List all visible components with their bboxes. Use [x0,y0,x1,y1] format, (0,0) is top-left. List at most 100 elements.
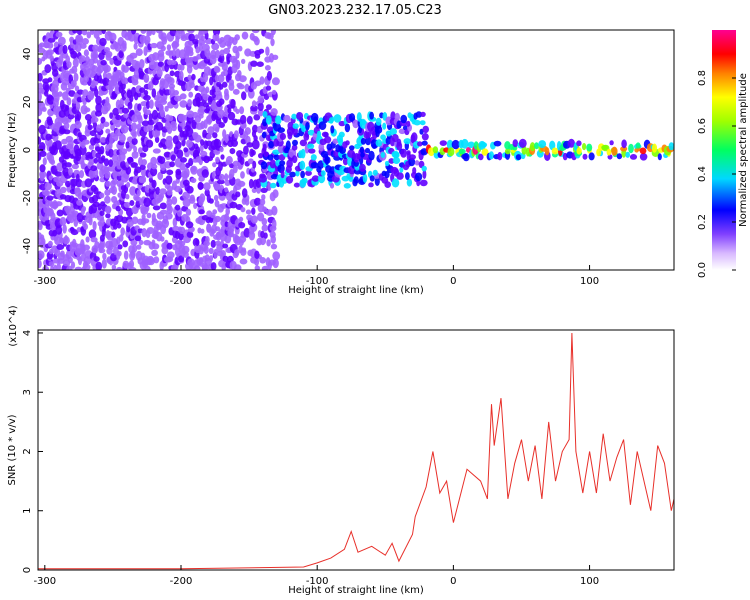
x-tick-label: -200 [170,276,193,287]
spectrogram-cell [193,202,198,209]
spectrogram-cell [629,154,638,160]
spectrogram-cell [142,218,150,224]
spectrogram-cell [221,81,228,88]
spectrogram-cell [70,229,79,236]
spectrogram-cell [257,108,264,117]
spectrogram-cell [219,146,224,153]
spectrogram-cell [59,116,67,123]
spectrogram-cell [115,205,121,212]
spectrogram-cell [73,72,79,82]
spectrogram-cell [239,258,248,265]
spectrogram-cell [260,161,268,170]
spectrogram-cell [412,167,417,174]
spectrogram-cell [188,91,194,98]
spectrogram-cell [112,154,119,163]
spectrogram-cell [214,33,220,42]
spectrogram-cell [344,123,351,133]
spectrogram-cell [86,31,92,39]
spectrogram-cell [421,140,428,146]
spectrogram-cell [103,158,110,167]
spectrogram-cell [416,179,421,187]
spectrogram-cell [246,142,254,148]
spectrogram-cell [364,147,371,154]
spectrogram-cell [253,197,262,206]
spectrogram-cell [135,250,143,261]
spectrogram-cell [140,204,147,214]
spectrogram-cell [194,134,202,143]
spectrogram-cell [191,119,197,129]
spectrogram-cell [272,258,279,269]
spectrogram-cell [225,207,230,216]
spectrogram-cell [46,42,54,49]
spectrogram-cell [479,142,488,148]
spectrogram-cell [111,179,118,185]
spectrogram-cell [99,136,107,143]
spectrogram-cell [220,250,226,258]
spectrogram-cell [134,110,141,117]
spectrogram-cell [446,139,454,150]
spectrogram-cell [46,95,55,105]
spectrogram-cell [134,235,142,242]
spectrogram-cell [272,189,279,199]
spectrogram-cell [38,82,43,90]
spectrogram-cell [75,101,81,111]
spectrogram-cell [291,113,297,120]
spectrogram-cell [139,164,146,170]
spectrogram-cell [80,160,86,170]
spectrogram-cell [227,111,236,121]
spectrogram-cell [133,42,138,50]
spectrogram-cell [380,134,386,140]
spectrogram-cell [240,171,245,179]
spectrogram-cell [111,231,116,238]
spectrogram-cell [121,107,130,114]
spectrogram-cell [368,150,375,161]
spectrogram-cell [40,234,45,242]
spectrogram-cell [42,265,49,270]
spectrogram-cell [249,170,257,177]
spectrogram-cell [194,34,199,40]
snr-frame [37,329,675,571]
spectrogram-cell [179,70,184,81]
spectrogram-cell [157,61,164,67]
spectrogram-cell [534,142,539,150]
spectrogram-cell [143,197,151,208]
spectrogram-cell [318,121,327,130]
spectrogram-cell [224,221,229,228]
spectrogram-cell [143,73,150,84]
spectrogram-cell [186,231,194,238]
spectrogram-cell [103,102,111,112]
spectrogram-cell [179,93,187,100]
spectrogram-cell [258,48,265,54]
snr-x-ticks: -300 -200 -100 0 100 [33,565,599,587]
spectrogram-cell [46,208,54,217]
spectrogram-cell [300,148,306,159]
spectrogram-cell [195,156,203,163]
spectrogram-cell [70,80,77,88]
spectrogram-cell [185,208,192,216]
spectrogram-cell [198,106,206,113]
spectrogram-cell [177,113,186,122]
spectrogram-cell [195,146,201,155]
spectrogram-cell [119,133,126,143]
x-tick-label: -100 [306,576,329,587]
spectrogram-cell [95,261,103,270]
y-tick-label: 1 [22,508,33,514]
spectrogram-cell [48,154,55,164]
spectrogram-cell [417,141,423,147]
spectrogram-cell [136,123,142,131]
spectrogram-cell [81,30,88,36]
spectrogram-cell [155,121,164,131]
spectrogram-cell [166,205,173,214]
spectrogram-cell [232,164,238,174]
spectrogram-cell [38,72,43,82]
spectrogram-cell [292,123,299,129]
spectrogram-cell [375,117,382,126]
spectrogram-cell [375,139,383,147]
x-tick-label: 0 [450,576,456,587]
spectrogram-cell [333,155,341,161]
spectrogram-cell [389,128,397,136]
spectrogram-cell [130,162,138,168]
y-tick-label: 20 [22,96,33,109]
spectrogram-cell [146,212,152,219]
spectrogram-cell [48,139,53,147]
